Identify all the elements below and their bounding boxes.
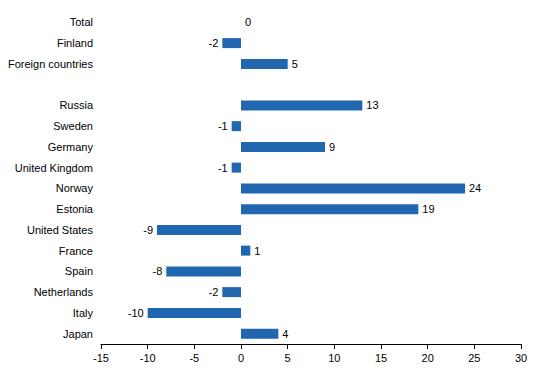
svg-text:-9: -9 bbox=[143, 224, 153, 236]
svg-text:Russia: Russia bbox=[59, 99, 94, 111]
svg-text:-5: -5 bbox=[189, 352, 199, 364]
svg-text:Sweden: Sweden bbox=[53, 120, 93, 132]
svg-text:Finland: Finland bbox=[57, 37, 93, 49]
svg-text:13: 13 bbox=[366, 99, 378, 111]
svg-text:19: 19 bbox=[422, 203, 434, 215]
svg-text:0: 0 bbox=[238, 352, 244, 364]
svg-text:France: France bbox=[59, 245, 93, 257]
svg-text:10: 10 bbox=[328, 352, 340, 364]
svg-text:9: 9 bbox=[329, 141, 335, 153]
svg-text:United States: United States bbox=[27, 224, 94, 236]
svg-text:Norway: Norway bbox=[56, 182, 94, 194]
svg-text:4: 4 bbox=[282, 328, 288, 340]
svg-text:25: 25 bbox=[468, 352, 480, 364]
svg-text:Total: Total bbox=[70, 16, 93, 28]
svg-text:-15: -15 bbox=[93, 352, 109, 364]
svg-text:5: 5 bbox=[292, 58, 298, 70]
svg-text:Italy: Italy bbox=[73, 307, 94, 319]
svg-text:0: 0 bbox=[245, 16, 251, 28]
svg-text:Japan: Japan bbox=[63, 328, 93, 340]
svg-text:Foreign countries: Foreign countries bbox=[8, 58, 93, 70]
svg-text:Spain: Spain bbox=[65, 265, 93, 277]
svg-text:-10: -10 bbox=[140, 352, 156, 364]
svg-text:-1: -1 bbox=[218, 120, 228, 132]
svg-text:Netherlands: Netherlands bbox=[34, 286, 94, 298]
svg-text:Germany: Germany bbox=[48, 141, 94, 153]
svg-text:30: 30 bbox=[515, 352, 527, 364]
svg-text:-1: -1 bbox=[218, 162, 228, 174]
svg-text:-2: -2 bbox=[209, 37, 219, 49]
svg-text:15: 15 bbox=[375, 352, 387, 364]
svg-text:-2: -2 bbox=[209, 286, 219, 298]
svg-text:United Kingdom: United Kingdom bbox=[15, 162, 93, 174]
svg-text:5: 5 bbox=[285, 352, 291, 364]
svg-text:24: 24 bbox=[469, 182, 481, 194]
svg-text:1: 1 bbox=[254, 245, 260, 257]
svg-text:Estonia: Estonia bbox=[56, 203, 94, 215]
svg-text:-10: -10 bbox=[128, 307, 144, 319]
svg-text:-8: -8 bbox=[153, 265, 163, 277]
svg-text:20: 20 bbox=[422, 352, 434, 364]
